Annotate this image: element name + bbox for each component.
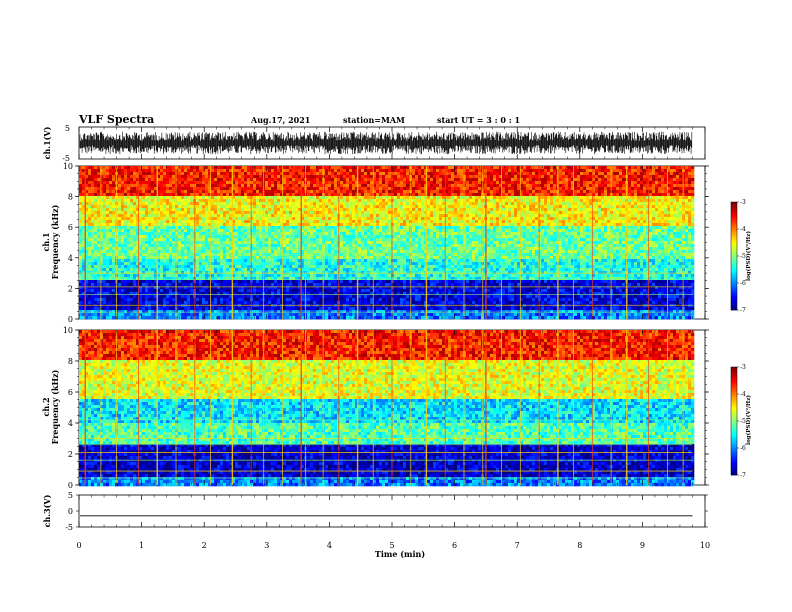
ch1-colorbar: -3 -4 -5 -6 -7 log(PSD)(V²/Hz) — [730, 199, 752, 314]
time-axis-label: Time (min) — [375, 549, 425, 559]
date-label: Aug.17, 2021 — [250, 115, 310, 125]
ch1-ytick-top: 5 — [65, 124, 70, 133]
time-tick-label: 8 — [577, 541, 582, 550]
ch2-spectrogram-image — [79, 330, 695, 487]
colorbar-tick-label: -6 — [740, 280, 746, 287]
colorbar-tick-label: -7 — [740, 472, 746, 479]
colorbar-tick-label: -4 — [740, 226, 746, 233]
colorbar-tick-label: -5 — [740, 418, 746, 425]
spec1-ytick-label: 4 — [68, 254, 73, 263]
colorbar-tick-label: -3 — [740, 199, 746, 206]
spec1-ytick-label: 6 — [68, 223, 73, 232]
ch3-ytick-label: 0 — [68, 507, 73, 516]
colorbar-tick-label: -5 — [740, 253, 746, 260]
spec2-ytick-label: 8 — [68, 357, 73, 366]
colorbar-tick-label: -3 — [740, 364, 746, 371]
figure-title: VLF Spectra — [78, 113, 154, 126]
time-tick-label: 6 — [452, 541, 457, 550]
ch3-ytick-label: 5 — [68, 491, 73, 500]
ch1-wave-ylabel: ch.1(V) — [42, 126, 52, 159]
spec1-ytick-label: 10 — [63, 162, 73, 171]
ch2-spectrogram-panel: 0 2 4 6 8 10 ch.2 Frequency (kHz) — [41, 326, 709, 490]
ch2-colorbar-label: log(PSD)(V²/Hz) — [745, 395, 752, 445]
ch2-spec-ylabel-frequency: Frequency (kHz) — [50, 369, 60, 444]
spec2-ytick-label: 10 — [63, 326, 73, 335]
ch1-spectrogram-image — [79, 166, 695, 320]
ch2-colorbar: -3 -4 -5 -6 -7 log(PSD)(V²/Hz) — [730, 364, 752, 479]
station-label: station=MAM — [343, 115, 405, 125]
ch1-spectrogram-panel: 0 2 4 6 8 10 ch.1 Frequency (kHz) — [41, 162, 709, 324]
colorbar-tick-label: -4 — [740, 391, 746, 398]
ch2-spec-ylabel-channel: ch.2 — [41, 397, 51, 416]
ch1-waveform-trace — [79, 131, 693, 155]
time-tick-label: 7 — [515, 541, 520, 550]
time-tick-label: 1 — [139, 541, 144, 550]
ch1-colorbar-label: log(PSD)(V²/Hz) — [745, 231, 752, 281]
time-tick-label: 5 — [389, 541, 394, 550]
time-axis-tick-labels: 0 1 2 3 4 5 6 7 8 9 10 — [76, 541, 710, 550]
ch1-waveform-panel: 5 -5 ch.1(V) — [42, 124, 706, 163]
time-tick-label: 3 — [264, 541, 269, 550]
ch1-ytick-bottom: -5 — [62, 154, 70, 163]
spec2-ytick-label: 6 — [68, 388, 73, 397]
spec1-ytick-label: 0 — [68, 315, 73, 324]
ch1-spec-ylabel-frequency: Frequency (kHz) — [50, 204, 60, 279]
spec2-ytick-label: 0 — [68, 481, 73, 490]
time-tick-label: 0 — [76, 541, 81, 550]
time-tick-label: 9 — [640, 541, 645, 550]
spec2-ytick-label: 4 — [68, 419, 73, 428]
spec1-ytick-label: 8 — [68, 193, 73, 202]
spec2-ytick-label: 2 — [68, 450, 73, 459]
time-axis-ticks — [78, 127, 706, 527]
colorbar-tick-label: -7 — [740, 307, 746, 314]
ch1-spec-ylabel-channel: ch.1 — [41, 232, 51, 251]
time-tick-label: 4 — [327, 541, 332, 550]
start-time-label: start UT = 3 : 0 : 1 — [437, 115, 520, 125]
ch3-wave-ylabel: ch.3(V) — [42, 494, 52, 527]
time-tick-label: 10 — [700, 541, 710, 550]
colorbar-tick-label: -6 — [740, 445, 746, 452]
spec1-ytick-label: 2 — [68, 284, 73, 293]
time-tick-label: 2 — [202, 541, 207, 550]
ch3-ytick-label: -5 — [65, 523, 73, 532]
